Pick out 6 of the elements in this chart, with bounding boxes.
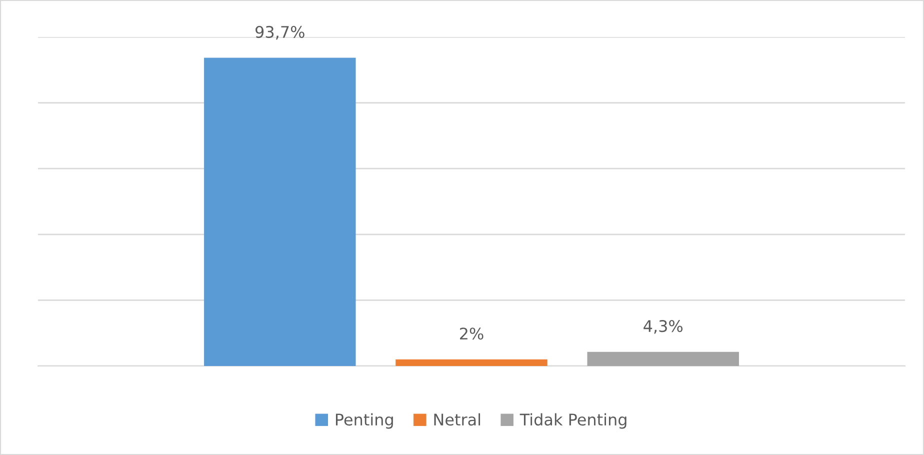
legend-label: Penting — [336, 413, 393, 429]
data-label: 4,3% — [644, 320, 683, 334]
data-label: 93,7% — [256, 26, 304, 40]
legend-label: Tidak Penting — [520, 413, 626, 429]
data-label: 2% — [460, 328, 484, 340]
legend-label: Netral — [434, 413, 480, 426]
